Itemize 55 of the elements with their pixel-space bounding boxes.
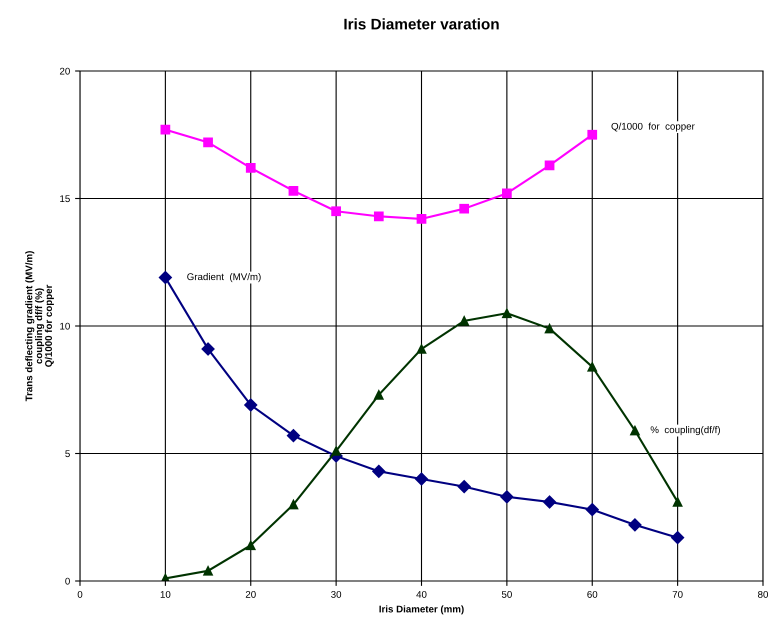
y-tick-label: 20 bbox=[60, 68, 70, 75]
y-tick-label: 15 bbox=[60, 195, 70, 202]
point bbox=[288, 186, 298, 196]
point bbox=[414, 472, 428, 486]
point bbox=[544, 324, 554, 334]
y-tick-label: 5 bbox=[65, 450, 70, 458]
y-tick-label: 10 bbox=[60, 322, 70, 330]
point bbox=[331, 446, 341, 456]
x-tick-label: 20 bbox=[246, 590, 256, 598]
x-tick-label: 40 bbox=[416, 590, 427, 598]
x-tick-label: 30 bbox=[331, 590, 342, 598]
point bbox=[288, 500, 298, 510]
y-axis-title: Trans deflecting gradient (MV/m) coupling df/f (%) Q/1000 for copper bbox=[25, 251, 54, 402]
series-label: Q/1000 for copper bbox=[611, 122, 695, 132]
point bbox=[672, 497, 682, 507]
y-tick-label: 0 bbox=[65, 578, 70, 585]
point bbox=[544, 160, 554, 170]
point bbox=[244, 398, 258, 412]
point bbox=[416, 214, 426, 224]
chart-title: Iris Diameter varation bbox=[344, 18, 499, 30]
point bbox=[628, 518, 642, 532]
point bbox=[458, 480, 471, 494]
x-tick-label: 0 bbox=[78, 590, 82, 598]
point bbox=[286, 429, 300, 442]
point bbox=[587, 362, 598, 372]
point bbox=[459, 204, 470, 214]
series-label: % coupling(df/f) bbox=[650, 426, 720, 436]
point bbox=[671, 531, 684, 544]
point bbox=[331, 206, 341, 216]
point bbox=[372, 464, 386, 478]
point bbox=[459, 316, 470, 326]
point bbox=[158, 270, 172, 284]
point bbox=[502, 188, 512, 198]
point bbox=[246, 163, 256, 173]
point bbox=[630, 426, 640, 436]
point bbox=[416, 344, 426, 354]
x-tick-label: 70 bbox=[672, 590, 683, 598]
x-tick-label: 10 bbox=[160, 590, 170, 598]
point bbox=[502, 308, 512, 318]
x-tick-label: 60 bbox=[587, 590, 598, 598]
point bbox=[203, 566, 213, 576]
point bbox=[500, 490, 514, 504]
x-tick-label: 80 bbox=[758, 590, 768, 598]
point bbox=[542, 495, 556, 509]
point bbox=[374, 390, 384, 400]
point bbox=[160, 124, 170, 135]
point bbox=[203, 138, 213, 148]
point bbox=[201, 342, 215, 356]
point bbox=[374, 211, 384, 222]
point bbox=[586, 503, 599, 516]
x-tick-label: 50 bbox=[502, 590, 512, 598]
point bbox=[246, 540, 256, 550]
series-label: Gradient (MV/m) bbox=[187, 273, 261, 282]
point bbox=[587, 130, 598, 140]
x-axis-title: Iris Diameter (mm) bbox=[379, 605, 464, 614]
